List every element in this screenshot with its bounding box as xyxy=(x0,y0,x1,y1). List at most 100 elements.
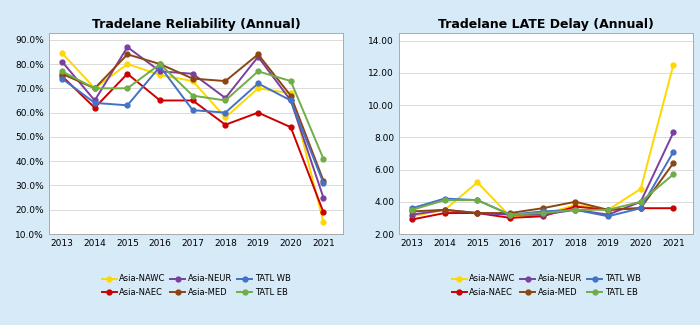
Line: Asia-NAEC: Asia-NAEC xyxy=(410,204,676,222)
Line: Asia-NAEC: Asia-NAEC xyxy=(60,72,326,215)
Asia-NAWC xyxy=(408,214,416,218)
TATL WB xyxy=(571,208,580,212)
TATL WB xyxy=(636,206,645,210)
TATL EB xyxy=(156,62,164,66)
TATL WB xyxy=(604,214,612,218)
TATL WB xyxy=(254,82,262,85)
Asia-NEUR xyxy=(440,208,449,212)
Asia-NAWC xyxy=(156,73,164,77)
Asia-MED xyxy=(221,79,230,83)
Asia-MED xyxy=(408,210,416,214)
Asia-NEUR xyxy=(58,60,66,64)
Asia-NEUR xyxy=(156,70,164,73)
Asia-NAWC xyxy=(604,208,612,212)
Asia-NEUR xyxy=(123,45,132,49)
Asia-NEUR xyxy=(286,98,295,102)
Asia-NAEC xyxy=(221,123,230,127)
Asia-MED xyxy=(473,211,482,215)
Asia-NAEC xyxy=(538,214,547,218)
Asia-NAWC xyxy=(221,115,230,119)
TATL EB xyxy=(506,213,514,216)
Asia-MED xyxy=(440,208,449,212)
TATL WB xyxy=(440,197,449,201)
Asia-NEUR xyxy=(90,98,99,102)
Asia-NAWC xyxy=(254,86,262,90)
TATL EB xyxy=(440,198,449,202)
Line: Asia-NEUR: Asia-NEUR xyxy=(60,45,326,200)
Asia-MED xyxy=(319,179,328,183)
Asia-NEUR xyxy=(538,213,547,216)
Asia-NAWC xyxy=(188,79,197,83)
TATL WB xyxy=(538,210,547,214)
Title: Tradelane Reliability (Annual): Tradelane Reliability (Annual) xyxy=(92,18,300,31)
Line: TATL WB: TATL WB xyxy=(410,150,676,219)
TATL WB xyxy=(58,77,66,81)
TATL EB xyxy=(408,208,416,212)
Asia-NAEC xyxy=(408,217,416,221)
Asia-MED xyxy=(90,86,99,90)
Line: Asia-NAWC: Asia-NAWC xyxy=(60,51,326,224)
Asia-NAEC xyxy=(669,206,678,210)
TATL EB xyxy=(254,70,262,73)
Asia-NEUR xyxy=(604,213,612,216)
Asia-NEUR xyxy=(636,200,645,204)
TATL EB xyxy=(669,172,678,176)
Line: TATL EB: TATL EB xyxy=(410,172,676,217)
Asia-NAEC xyxy=(571,205,580,209)
Asia-NAEC xyxy=(90,106,99,110)
Asia-MED xyxy=(123,52,132,56)
TATL WB xyxy=(473,198,482,202)
Asia-NAWC xyxy=(571,203,580,207)
TATL EB xyxy=(473,198,482,202)
Line: Asia-MED: Asia-MED xyxy=(60,52,326,183)
Asia-MED xyxy=(156,62,164,66)
TATL EB xyxy=(90,86,99,90)
Asia-MED xyxy=(254,52,262,56)
Asia-NAEC xyxy=(604,208,612,212)
TATL WB xyxy=(408,206,416,210)
Asia-NAWC xyxy=(538,213,547,216)
Asia-NAWC xyxy=(636,187,645,191)
TATL EB xyxy=(221,98,230,102)
TATL WB xyxy=(156,65,164,69)
Asia-NAWC xyxy=(669,63,678,67)
Line: TATL WB: TATL WB xyxy=(60,64,326,186)
Asia-MED xyxy=(636,206,645,210)
TATL EB xyxy=(58,70,66,73)
TATL EB xyxy=(571,208,580,212)
Asia-NEUR xyxy=(254,55,262,59)
TATL WB xyxy=(90,101,99,105)
Asia-NAWC xyxy=(473,180,482,184)
Asia-NEUR xyxy=(221,96,230,100)
TATL WB xyxy=(319,181,328,185)
Asia-NAEC xyxy=(58,74,66,78)
Asia-MED xyxy=(669,161,678,165)
Line: Asia-NAWC: Asia-NAWC xyxy=(410,62,676,219)
Asia-NEUR xyxy=(188,72,197,76)
Asia-NAEC xyxy=(188,98,197,102)
Asia-NAWC xyxy=(123,62,132,66)
Asia-NAEC xyxy=(440,211,449,215)
Asia-NAWC xyxy=(58,51,66,55)
Asia-MED xyxy=(538,206,547,210)
TATL WB xyxy=(188,108,197,112)
Line: Asia-NEUR: Asia-NEUR xyxy=(410,130,676,217)
Asia-NAEC xyxy=(156,98,164,102)
Asia-NAWC xyxy=(90,86,99,90)
TATL WB xyxy=(669,150,678,154)
Asia-NAWC xyxy=(319,220,328,224)
Asia-NAEC xyxy=(473,211,482,215)
Asia-NAWC xyxy=(440,208,449,212)
Asia-NEUR xyxy=(571,208,580,212)
Legend: Asia-NAWC, Asia-NAEC, Asia-NEUR, Asia-MED, TATL WB, TATL EB: Asia-NAWC, Asia-NAEC, Asia-NEUR, Asia-ME… xyxy=(452,274,640,297)
Asia-NAWC xyxy=(506,214,514,218)
Asia-NAWC xyxy=(286,91,295,95)
TATL WB xyxy=(286,98,295,102)
Asia-NAEC xyxy=(506,216,514,220)
TATL WB xyxy=(506,213,514,216)
Title: Tradelane LATE Delay (Annual): Tradelane LATE Delay (Annual) xyxy=(438,18,654,31)
TATL EB xyxy=(538,211,547,215)
TATL EB xyxy=(319,157,328,161)
TATL EB xyxy=(286,79,295,83)
TATL EB xyxy=(604,208,612,212)
